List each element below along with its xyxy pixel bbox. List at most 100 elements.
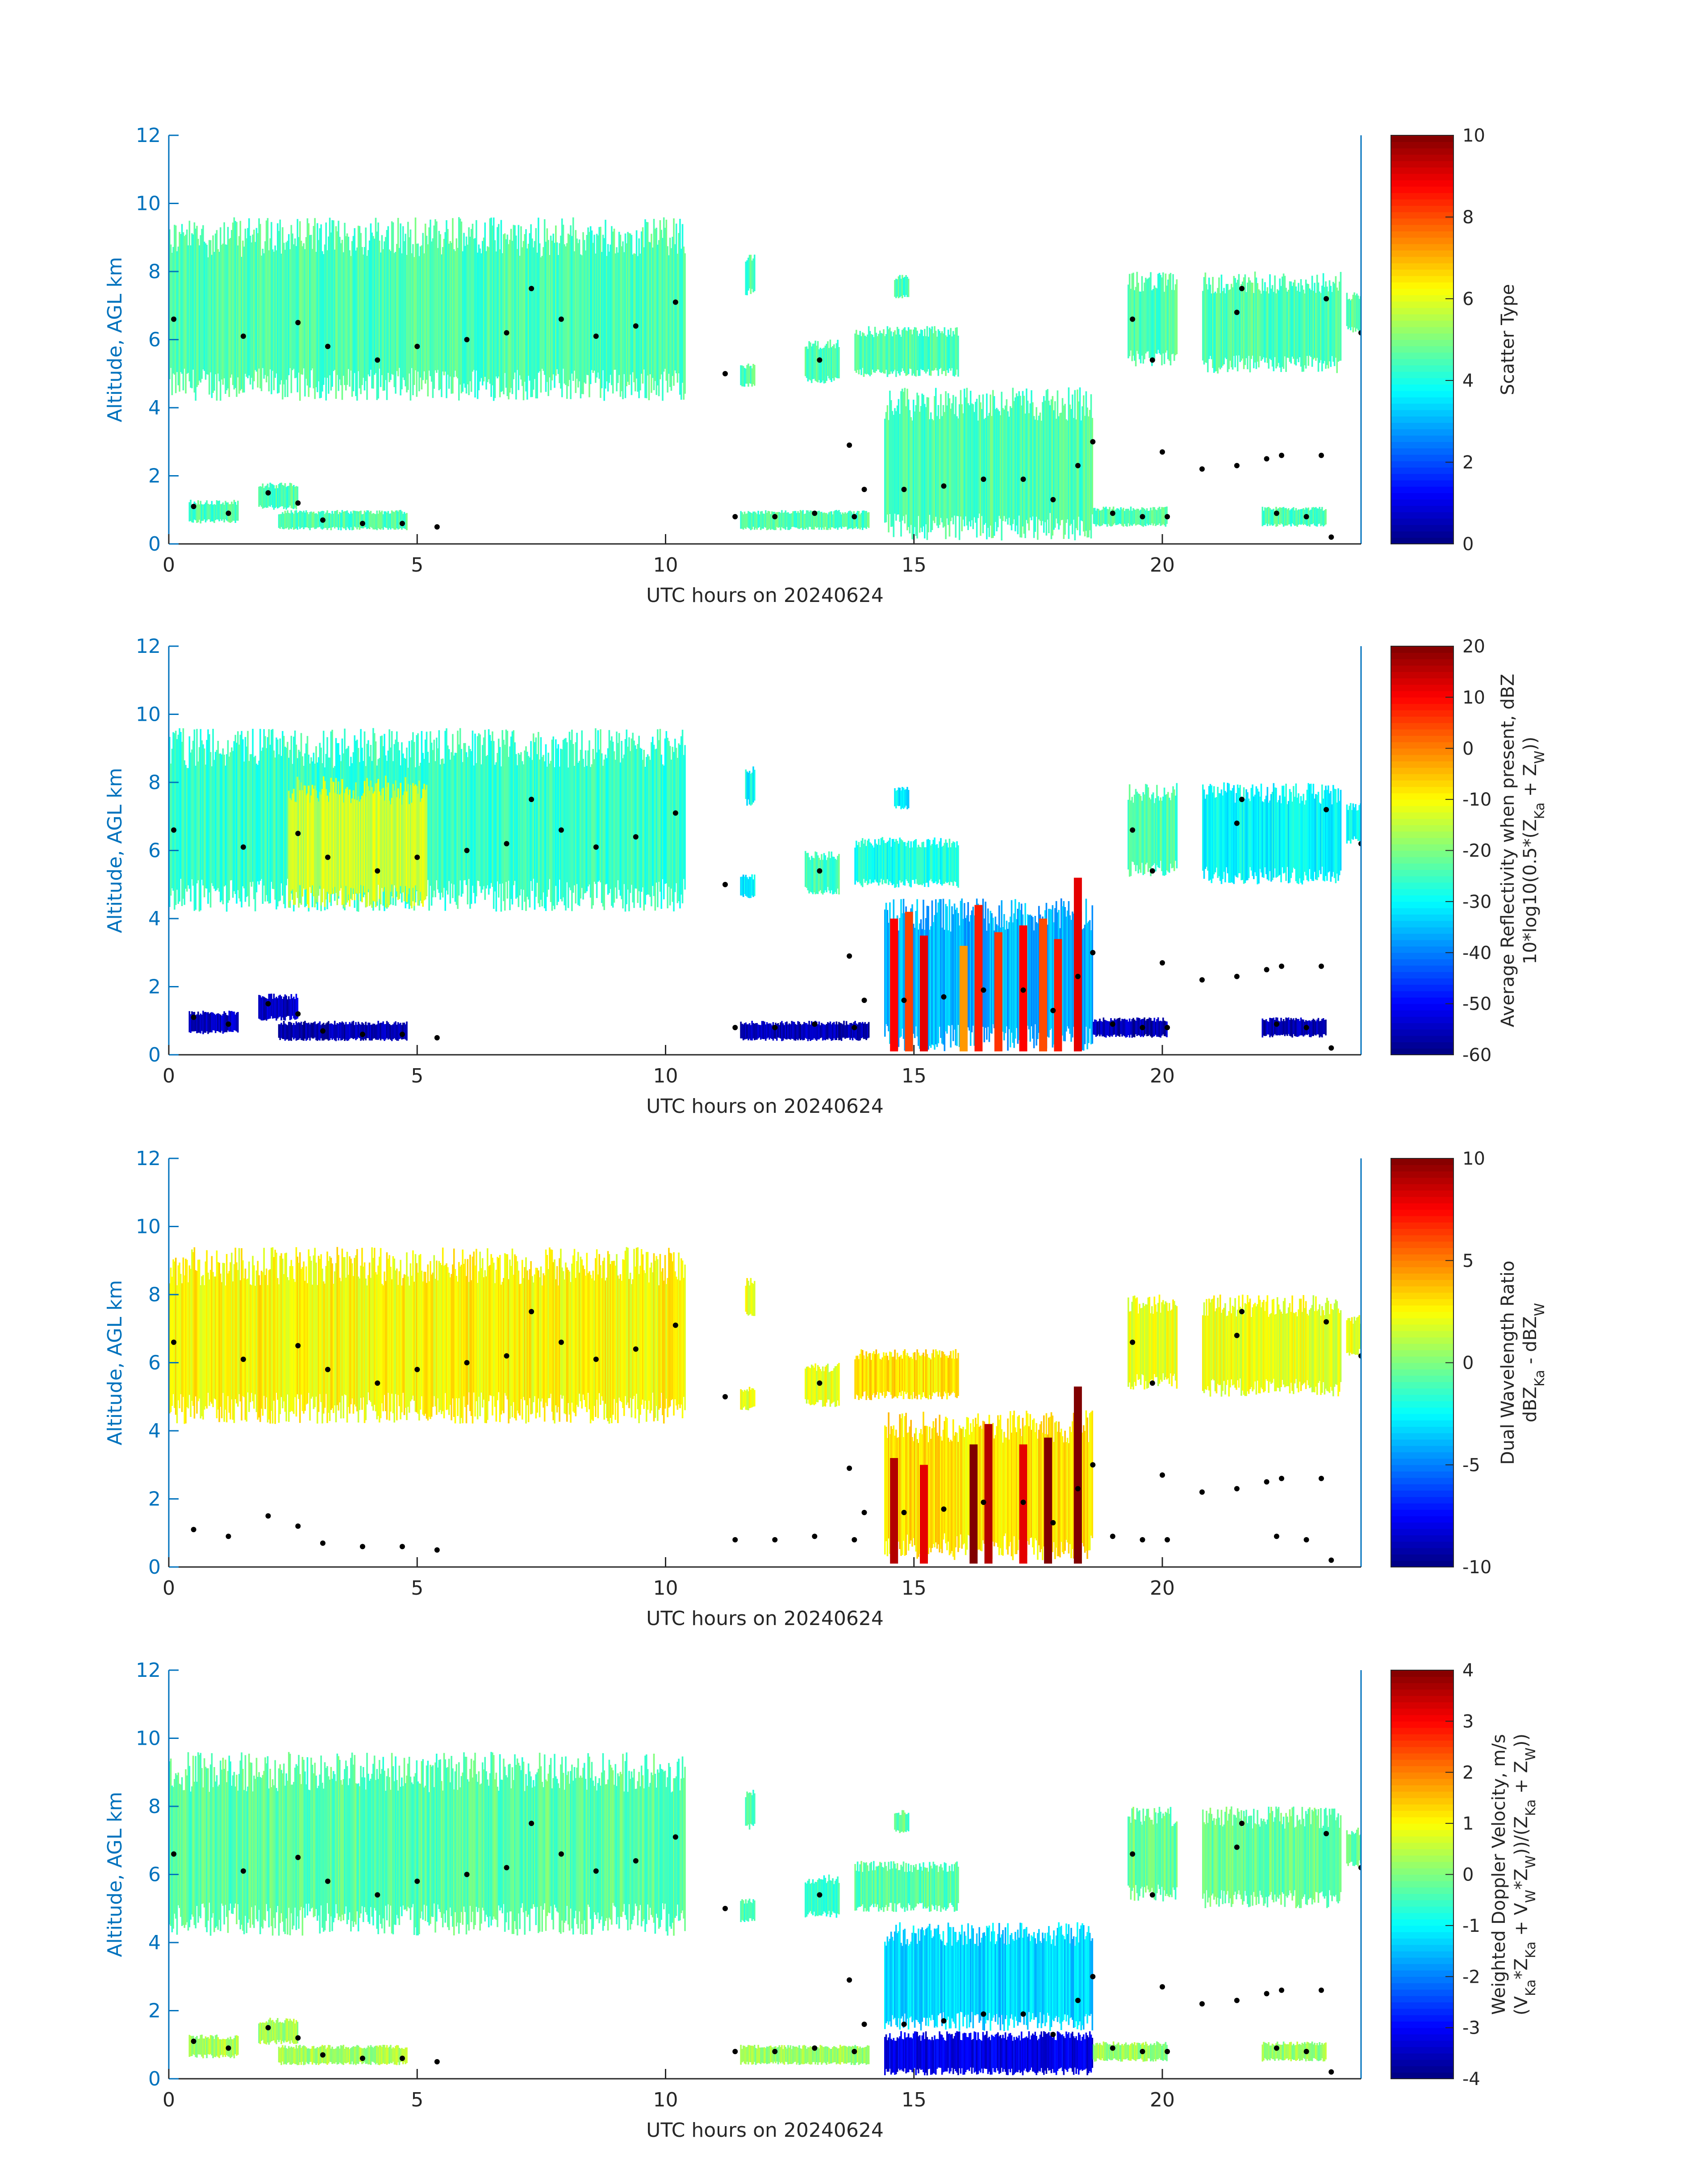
cloud-cell bbox=[295, 486, 297, 510]
cloud-cell bbox=[900, 279, 902, 297]
cloud-cell bbox=[311, 785, 313, 886]
colorbar-band bbox=[1391, 473, 1453, 481]
cloud-cell bbox=[988, 1925, 990, 2013]
cloud-cell bbox=[751, 1020, 753, 1040]
cloud-cell bbox=[951, 1946, 953, 2018]
cloud-cell bbox=[948, 839, 951, 886]
cloud-cell bbox=[628, 233, 630, 385]
cloud-cell bbox=[1023, 1929, 1025, 2025]
cloud-cell bbox=[488, 1266, 490, 1401]
cloud-cell bbox=[422, 233, 424, 380]
cloud-cell bbox=[947, 1358, 949, 1393]
cloud-cell bbox=[1072, 1939, 1073, 2020]
cloud-cell bbox=[1027, 2038, 1029, 2073]
cloud-cell bbox=[303, 1022, 305, 1041]
cloud-cell bbox=[267, 218, 269, 376]
cloud-cell bbox=[1289, 510, 1291, 525]
cloud-cell bbox=[1243, 787, 1245, 884]
cloud-cell bbox=[1134, 1819, 1136, 1901]
cloud-cell bbox=[223, 1769, 225, 1925]
cloud-cell bbox=[920, 1929, 922, 2031]
cloud-cell bbox=[659, 220, 661, 380]
cloud-cell bbox=[388, 1255, 390, 1421]
cloud-cell bbox=[493, 741, 495, 909]
cloud-cell bbox=[458, 1762, 460, 1934]
cloud-cell bbox=[448, 1759, 450, 1930]
cloud-cell bbox=[907, 1356, 910, 1399]
colorbar-band bbox=[1391, 1369, 1453, 1376]
cloud-cell bbox=[986, 393, 988, 539]
cloud-region bbox=[1128, 783, 1178, 877]
cloud-cell bbox=[860, 1861, 862, 1906]
cloud-cell bbox=[306, 512, 309, 527]
colorbar-band bbox=[1391, 192, 1453, 200]
cloud-cell bbox=[940, 899, 942, 1038]
cloud-cell bbox=[418, 1255, 420, 1421]
cloud-cell bbox=[267, 484, 269, 508]
cloud-cell bbox=[576, 1768, 578, 1924]
cloud-cell bbox=[927, 1926, 929, 2027]
cloud-cell bbox=[967, 2037, 969, 2070]
cloud-cell bbox=[347, 794, 350, 895]
cloud-cell bbox=[314, 786, 316, 907]
cloud-region bbox=[805, 1874, 840, 1918]
cloud-cell bbox=[607, 1251, 609, 1421]
cloud-cell bbox=[541, 1285, 543, 1399]
boundary-point bbox=[320, 517, 326, 523]
cloud-cell bbox=[284, 483, 286, 508]
cloud-cell bbox=[918, 844, 919, 885]
boundary-point bbox=[1130, 316, 1136, 322]
cloud-cell bbox=[805, 514, 806, 530]
cloud-cell bbox=[1279, 507, 1281, 525]
cloud-cell bbox=[867, 1865, 869, 1911]
cloud-cell bbox=[453, 755, 455, 885]
cloud-cell bbox=[1134, 290, 1136, 361]
cloud-cell bbox=[1015, 919, 1018, 1028]
boundary-point bbox=[320, 1028, 326, 1034]
cloud-cell bbox=[1287, 508, 1290, 525]
cloud-cell bbox=[1139, 291, 1140, 359]
cloud-cell bbox=[320, 1755, 322, 1905]
cloud-cell bbox=[393, 1258, 395, 1423]
cloud-cell bbox=[919, 2035, 921, 2069]
boundary-point bbox=[812, 1534, 818, 1539]
cloud-cell bbox=[765, 510, 767, 528]
cloud-cell bbox=[629, 1779, 631, 1930]
cloud-cell bbox=[899, 788, 901, 806]
cloud-cell bbox=[1328, 793, 1331, 872]
cloud-cell bbox=[535, 737, 537, 897]
cloud-cell bbox=[640, 231, 643, 374]
cloud-cell bbox=[504, 744, 506, 911]
cloud-cell bbox=[981, 1429, 983, 1551]
cloud-cell bbox=[532, 247, 535, 390]
cloud-cell bbox=[1330, 1304, 1332, 1387]
boundary-point bbox=[1075, 1486, 1081, 1492]
low-cloud-region bbox=[188, 500, 239, 524]
cloud-cell bbox=[940, 1864, 942, 1912]
cloud-cell bbox=[1331, 1309, 1333, 1391]
cloud-cell bbox=[464, 743, 466, 880]
cloud-cell bbox=[1027, 914, 1029, 1026]
cloud-cell bbox=[427, 752, 429, 880]
cloud-cell bbox=[581, 255, 583, 394]
cloud-cell bbox=[1038, 1429, 1040, 1546]
cloud-cell bbox=[1275, 293, 1277, 368]
cloud-cell bbox=[359, 226, 361, 389]
cloud-cell bbox=[923, 1862, 924, 1909]
cloud-cell bbox=[395, 510, 397, 530]
cloud-cell bbox=[822, 513, 824, 528]
cloud-cell bbox=[885, 1866, 887, 1905]
cloud-cell bbox=[315, 513, 317, 529]
colorbar-band bbox=[1391, 646, 1453, 653]
cloud-cell bbox=[191, 1249, 193, 1401]
cloud-cell bbox=[894, 330, 896, 370]
cloud-cell bbox=[539, 1277, 541, 1417]
cloud-cell bbox=[914, 327, 916, 376]
cloud-cell bbox=[807, 1024, 809, 1041]
cloud-cell bbox=[870, 334, 872, 375]
cloud-cell bbox=[497, 1787, 498, 1927]
cloud-cell bbox=[1324, 1020, 1326, 1034]
cloud-cell bbox=[384, 1024, 385, 1041]
cloud-cell bbox=[309, 1024, 311, 1041]
cloud-cell bbox=[832, 514, 834, 527]
